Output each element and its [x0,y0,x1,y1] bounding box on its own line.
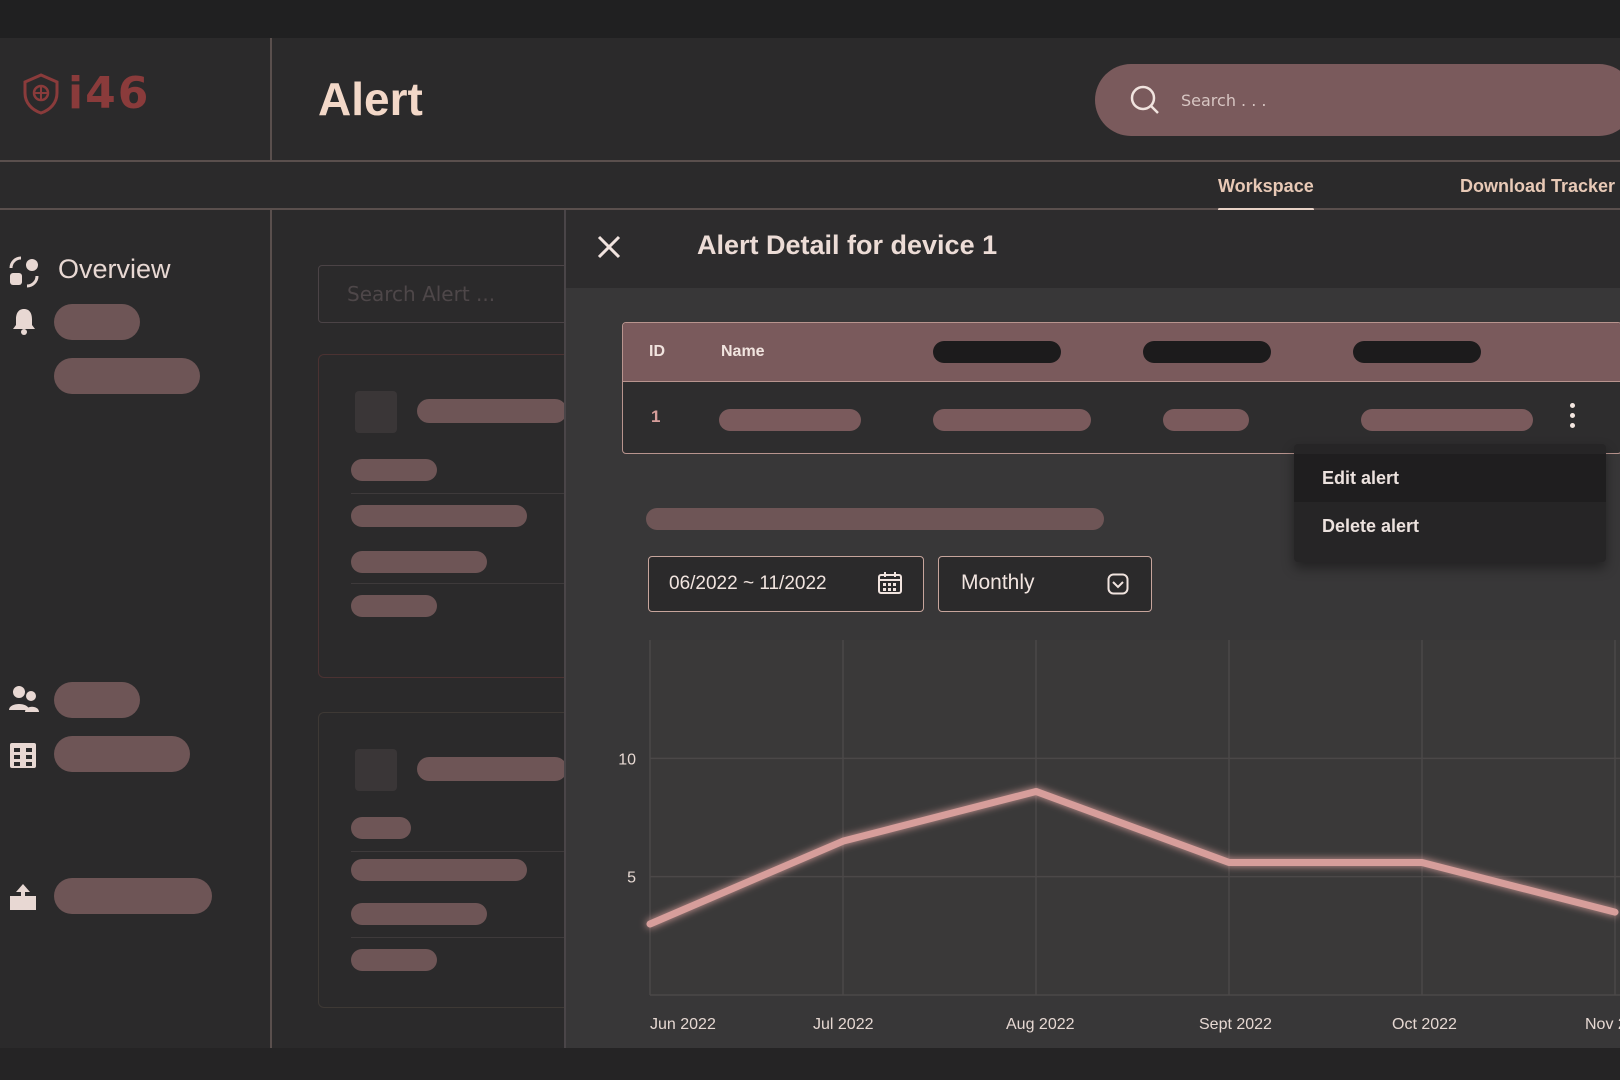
y-tick-label: 10 [618,751,636,768]
chart-subtitle [646,508,1104,530]
detail-header [566,210,1620,288]
alert-card[interactable] [318,712,590,1008]
card-field [351,595,437,617]
card-field [351,817,411,839]
sidebar-item-devices[interactable] [54,736,190,772]
data-point [1035,790,1037,793]
row-context-menu: Edit alert Delete alert [1294,444,1606,562]
date-range-value: 06/2022 ~ 11/2022 [669,573,827,594]
building-icon [10,743,36,768]
data-point [649,923,651,925]
card-field [351,949,437,971]
card-divider [351,583,571,584]
card-divider [351,493,571,494]
app-logo[interactable]: i46 [22,68,150,119]
x-tick-label: Oct 2022 [1392,1016,1457,1033]
card-title [417,399,567,423]
data-point [842,840,844,843]
calendar-icon [878,572,902,594]
chevron-down-icon [1107,573,1129,595]
card-divider [351,937,571,938]
column-header-id: ID [649,343,665,360]
device-thumbnail [355,749,397,791]
date-range-picker[interactable]: 06/2022 ~ 11/2022 [648,556,924,612]
alert-search-input[interactable]: Search Alert ... [318,265,580,323]
upload-icon [10,884,36,910]
x-tick-label: Nov 2022 [1585,1016,1620,1033]
close-icon[interactable] [596,234,622,260]
bell-icon [13,309,35,335]
column-header-redacted [1353,341,1481,363]
cell-value [1163,409,1249,431]
tab-bar: Workspace Download Tracker [0,162,1620,211]
row-actions-kebab-icon[interactable] [1566,400,1578,436]
y-axis-ticks: 5 10 [618,751,636,886]
table-header: ID Name [623,323,1620,382]
sidebar-item-overview[interactable]: Overview [58,254,171,284]
sidebar-item-upload[interactable] [54,878,212,914]
logo-divider [270,38,272,160]
x-axis-ticks: Jun 2022 Jul 2022 Aug 2022 Sept 2022 Oct 202… [650,1016,1620,1033]
cell-id: 1 [651,407,661,426]
column-header-name: Name [721,343,765,360]
logo-text: i46 [68,68,151,119]
search-icon [1130,85,1159,114]
card-field [351,505,527,527]
chart-grid [649,640,1620,996]
x-tick-label: Jul 2022 [813,1016,874,1033]
alert-search-placeholder: Search Alert ... [347,282,496,306]
device-thumbnail [355,391,397,433]
card-field [351,859,527,881]
data-point [1614,911,1616,914]
data-point [1228,861,1230,864]
window-top-bar [0,0,1620,38]
page-title: Alert [318,73,423,125]
global-search-input[interactable]: Search . . . [1095,64,1620,136]
card-field [351,551,487,573]
chart-plot-area [650,640,1620,995]
menu-item-label: Edit alert [1322,468,1400,488]
cell-value [1361,409,1533,431]
card-field [351,903,487,925]
card-field [351,459,437,481]
users-icon [9,686,39,712]
overview-icon [9,256,39,288]
period-value: Monthly [961,571,1035,594]
tab-workspace[interactable]: Workspace [1218,176,1314,211]
column-header-redacted [933,341,1061,363]
menu-item-delete-alert[interactable]: Delete alert [1294,502,1606,550]
sidebar-item-users[interactable] [54,682,140,718]
alert-table: ID Name 1 [622,322,1620,454]
alert-card[interactable] [318,354,590,678]
tab-download-tracker[interactable]: Download Tracker [1460,176,1616,196]
column-header-redacted [1143,341,1271,363]
search-placeholder: Search . . . [1181,90,1267,110]
menu-item-edit-alert[interactable]: Edit alert [1294,454,1606,502]
cell-value [933,409,1091,431]
detail-title: Alert Detail for device 1 [697,230,998,260]
chart-series [646,787,1619,928]
card-divider [351,851,571,852]
sidebar [0,210,272,1048]
x-tick-label: Sept 2022 [1199,1016,1272,1033]
menu-item-label: Delete alert [1322,516,1420,536]
shield-logo-icon [23,72,59,115]
card-title [417,757,567,781]
x-tick-label: Jun 2022 [650,1016,716,1033]
y-tick-label: 5 [627,870,636,887]
series-line [646,787,1619,928]
alert-line-chart: 5 10 Jun 2022 Jul 2022 Aug 2022 Sept 2022 Oct… [618,640,1620,1033]
sidebar-item-alert[interactable] [54,304,140,340]
period-select[interactable]: Monthly [938,556,1152,612]
x-tick-label: Aug 2022 [1006,1016,1075,1033]
sidebar-subitem[interactable] [54,358,200,394]
bottom-strip [0,1048,1620,1080]
data-point [1421,861,1423,864]
cell-name [719,409,861,431]
